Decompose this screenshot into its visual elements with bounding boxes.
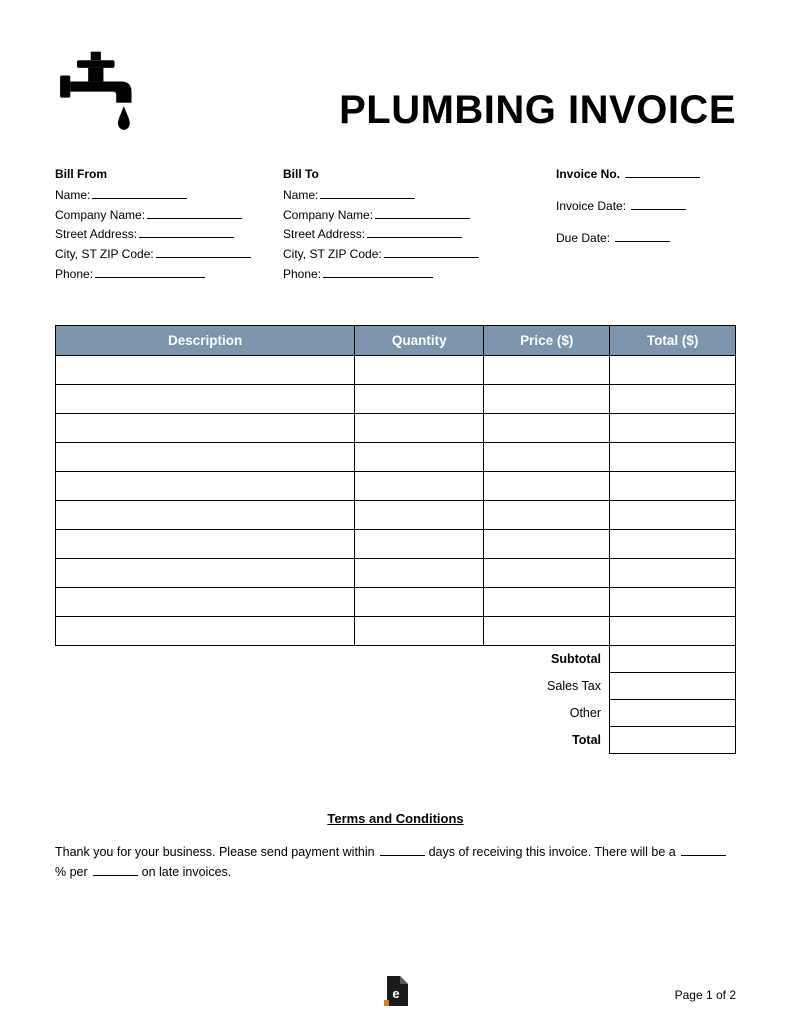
table-row[interactable] [56,587,736,616]
table-cell[interactable] [610,471,736,500]
col-header-price: Price ($) [484,325,610,355]
summary-label: Subtotal [485,646,610,673]
table-cell[interactable] [355,529,484,558]
table-cell[interactable] [484,413,610,442]
invoice-number[interactable]: Invoice No. [556,165,736,185]
table-cell[interactable] [484,355,610,384]
table-row[interactable] [56,413,736,442]
table-row[interactable] [56,442,736,471]
table-cell[interactable] [56,355,355,384]
summary-block: SubtotalSales TaxOtherTotal [55,646,736,755]
table-cell[interactable] [56,587,355,616]
table-cell[interactable] [610,500,736,529]
bill-to-name[interactable]: Name: [283,186,493,206]
bill-to-heading: Bill To [283,165,493,185]
table-cell[interactable] [610,355,736,384]
terms-days-blank[interactable] [380,844,425,856]
table-cell[interactable] [484,500,610,529]
bill-from-street[interactable]: Street Address: [55,225,265,245]
table-cell[interactable] [355,587,484,616]
table-cell[interactable] [484,558,610,587]
table-cell[interactable] [484,384,610,413]
table-cell[interactable] [610,616,736,645]
invoice-date[interactable]: Invoice Date: [556,197,736,217]
table-row[interactable] [56,384,736,413]
table-cell[interactable] [610,384,736,413]
table-cell[interactable] [355,558,484,587]
col-header-description: Description [56,325,355,355]
table-cell[interactable] [355,500,484,529]
table-cell[interactable] [56,471,355,500]
bill-to-city[interactable]: City, ST ZIP Code: [283,245,493,265]
table-cell[interactable] [610,587,736,616]
bill-from-block: Bill From Name: Company Name: Street Add… [55,165,265,285]
table-cell[interactable] [56,616,355,645]
bill-from-heading: Bill From [55,165,265,185]
table-cell[interactable] [56,558,355,587]
table-row[interactable] [56,529,736,558]
terms-period-blank[interactable] [93,864,138,876]
table-cell[interactable] [355,355,484,384]
table-cell[interactable] [610,442,736,471]
invoice-meta-block: Invoice No. Invoice Date: Due Date: [511,165,736,285]
table-cell[interactable] [610,529,736,558]
table-cell[interactable] [56,384,355,413]
table-cell[interactable] [610,558,736,587]
table-row[interactable] [56,500,736,529]
table-row[interactable] [56,471,736,500]
terms-text: Thank you for your business. Please send… [55,843,736,882]
table-row[interactable] [56,355,736,384]
terms-percent-blank[interactable] [681,844,726,856]
summary-value[interactable] [610,727,736,754]
svg-text:e: e [392,986,399,1001]
table-cell[interactable] [56,500,355,529]
terms-block: Terms and Conditions Thank you for your … [55,809,736,882]
bill-to-street[interactable]: Street Address: [283,225,493,245]
summary-label: Other [485,700,610,727]
table-row[interactable] [56,616,736,645]
page-number: Page 1 of 2 [675,988,736,1002]
table-row[interactable] [56,558,736,587]
table-cell[interactable] [355,413,484,442]
table-cell[interactable] [355,616,484,645]
bill-to-phone[interactable]: Phone: [283,265,493,285]
col-header-quantity: Quantity [355,325,484,355]
bill-to-block: Bill To Name: Company Name: Street Addre… [283,165,493,285]
table-cell[interactable] [484,442,610,471]
col-header-total: Total ($) [610,325,736,355]
table-cell[interactable] [56,529,355,558]
summary-label: Sales Tax [485,673,610,700]
summary-value[interactable] [610,673,736,700]
table-cell[interactable] [484,587,610,616]
table-cell[interactable] [56,413,355,442]
table-cell[interactable] [484,616,610,645]
bill-from-name[interactable]: Name: [55,186,265,206]
table-cell[interactable] [484,471,610,500]
bill-from-phone[interactable]: Phone: [55,265,265,285]
summary-value[interactable] [610,646,736,673]
line-items-table: Description Quantity Price ($) Total ($) [55,325,736,646]
faucet-icon [55,50,140,135]
table-cell[interactable] [610,413,736,442]
table-cell[interactable] [355,471,484,500]
due-date[interactable]: Due Date: [556,229,736,249]
table-cell[interactable] [355,384,484,413]
table-cell[interactable] [355,442,484,471]
summary-label: Total [485,727,610,754]
bill-from-city[interactable]: City, ST ZIP Code: [55,245,265,265]
bill-to-company[interactable]: Company Name: [283,206,493,226]
info-section: Bill From Name: Company Name: Street Add… [55,165,736,285]
summary-value[interactable] [610,700,736,727]
terms-heading: Terms and Conditions [55,809,736,829]
page-title: PLUMBING INVOICE [170,50,736,133]
document-brand-icon: e [384,976,408,1006]
table-cell[interactable] [56,442,355,471]
table-cell[interactable] [484,529,610,558]
bill-from-company[interactable]: Company Name: [55,206,265,226]
